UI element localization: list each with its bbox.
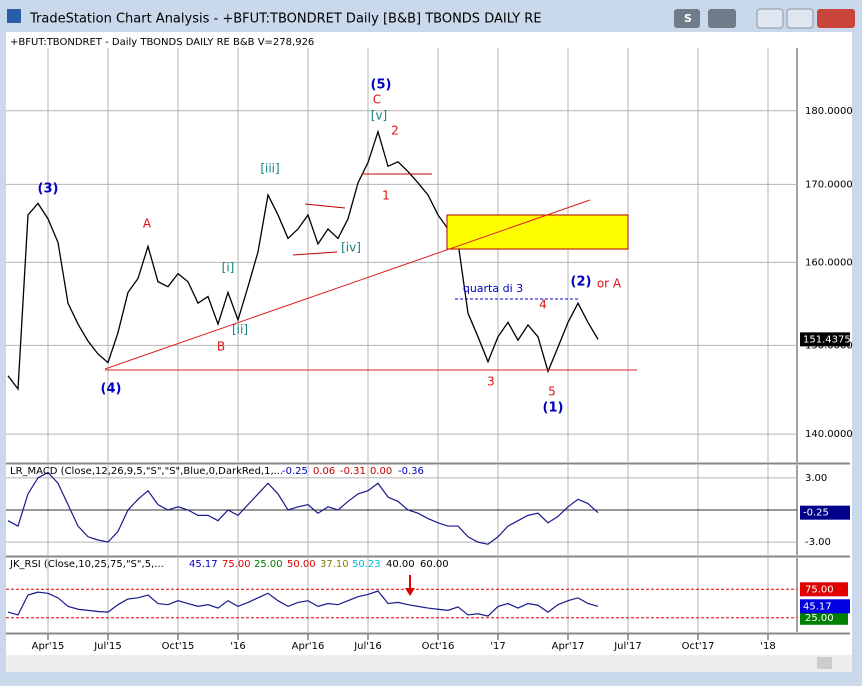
wave-label: [i] (222, 261, 235, 275)
last-value-bg (800, 599, 850, 614)
readout: 0.06 (313, 466, 335, 477)
x-tick-label: Apr'15 (32, 641, 65, 652)
wave-label: (2) (571, 275, 592, 290)
drawing-line (304, 203, 346, 209)
maximize-button[interactable] (786, 8, 814, 29)
resistance-box (446, 214, 629, 250)
wave-label: 5 (548, 385, 556, 399)
chart-area (6, 32, 852, 672)
readout: -0.36 (398, 466, 424, 477)
x-tick-label: Apr'16 (292, 641, 325, 652)
wave-label: 3 (487, 375, 495, 389)
readout: 40.00 (386, 559, 415, 570)
trendline (104, 199, 591, 370)
chart-header: +BFUT:TBONDRET - Daily TBONDS DAILY RE B… (10, 37, 314, 48)
wave-label: [ii] (232, 323, 248, 337)
readout: 25.00 (254, 559, 283, 570)
wave-label: 1 (382, 189, 390, 203)
readout: -0.25 (282, 466, 308, 477)
wave-label: quarta di 3 (463, 282, 523, 295)
x-tick-label: '18 (760, 641, 775, 652)
last-value-label: 45.17 (803, 601, 832, 612)
app-icon (7, 9, 21, 23)
x-tick-label: Jul'16 (353, 641, 382, 652)
series-line (7, 471, 599, 545)
x-tick-label: Oct'17 (682, 641, 715, 652)
wave-label: (1) (543, 401, 564, 416)
series-line (7, 129, 599, 391)
y-tick-label: 170.0000 (805, 179, 853, 190)
wave-label: C (373, 93, 381, 107)
scrollbar[interactable] (6, 655, 852, 672)
scroll-thumb[interactable] (817, 657, 832, 669)
wave-label: B (217, 340, 225, 354)
x-tick-label: Jul'17 (613, 641, 642, 652)
readout: -0.31 (340, 466, 366, 477)
x-tick-label: Apr'17 (552, 641, 585, 652)
close-button[interactable] (817, 9, 855, 28)
last-value-label: -0.25 (803, 508, 829, 519)
y-tick-label: 75.00 (805, 584, 834, 595)
drawing-line (292, 251, 338, 256)
x-tick-label: Jul'15 (93, 641, 122, 652)
window-title: TradeStation Chart Analysis - +BFUT:TBON… (29, 12, 542, 27)
x-tick-label: '17 (490, 641, 505, 652)
tick-label-bg (800, 582, 848, 597)
wave-label: [v] (371, 109, 387, 123)
readout: 60.00 (420, 559, 449, 570)
wave-label: [iii] (260, 162, 279, 176)
style-button[interactable] (674, 9, 700, 28)
plots: 140.0000150.0000160.0000170.0000180.0000… (6, 48, 853, 652)
wave-label: [iv] (341, 241, 361, 255)
style-button-label: S (684, 12, 692, 25)
readout: 37.10 (320, 559, 349, 570)
wave-label: (5) (371, 78, 392, 93)
readout: 0.00 (370, 466, 392, 477)
series-line (7, 590, 599, 617)
wave-label: or A (597, 277, 622, 291)
y-tick-label: 3.00 (805, 473, 827, 484)
tick-label-bg (800, 610, 848, 625)
wave-label: 4 (539, 298, 547, 312)
y-tick-label: -3.00 (805, 537, 831, 548)
wave-label: A (143, 217, 152, 231)
last-value-label: 151.4375 (803, 334, 851, 345)
readout: 50.00 (287, 559, 316, 570)
x-tick-label: Oct'16 (422, 641, 455, 652)
wave-label: 2 (391, 124, 399, 138)
menu-button[interactable] (708, 9, 736, 28)
indicator-title: JK_RSI (Close,10,25,75,"S",5,... (9, 559, 164, 570)
wave-label: (4) (101, 382, 122, 397)
y-tick-label: 180.0000 (805, 106, 853, 117)
wave-label: (3) (38, 182, 59, 197)
last-value-bg (800, 505, 850, 520)
last-value-bg (800, 332, 850, 347)
minimize-button[interactable] (756, 8, 784, 29)
y-tick-label: 140.0000 (805, 429, 853, 440)
x-tick-label: '16 (230, 641, 245, 652)
y-tick-label: 25.00 (805, 613, 834, 624)
y-tick-label: 160.0000 (805, 257, 853, 268)
indicator-title: LR_MACD (Close,12,26,9,5,"S","S",Blue,0,… (10, 466, 283, 477)
readout: 45.17 (189, 559, 218, 570)
x-tick-label: Oct'15 (162, 641, 195, 652)
readout: 50.23 (352, 559, 381, 570)
readout: 75.00 (222, 559, 251, 570)
arrow-head (405, 588, 415, 596)
